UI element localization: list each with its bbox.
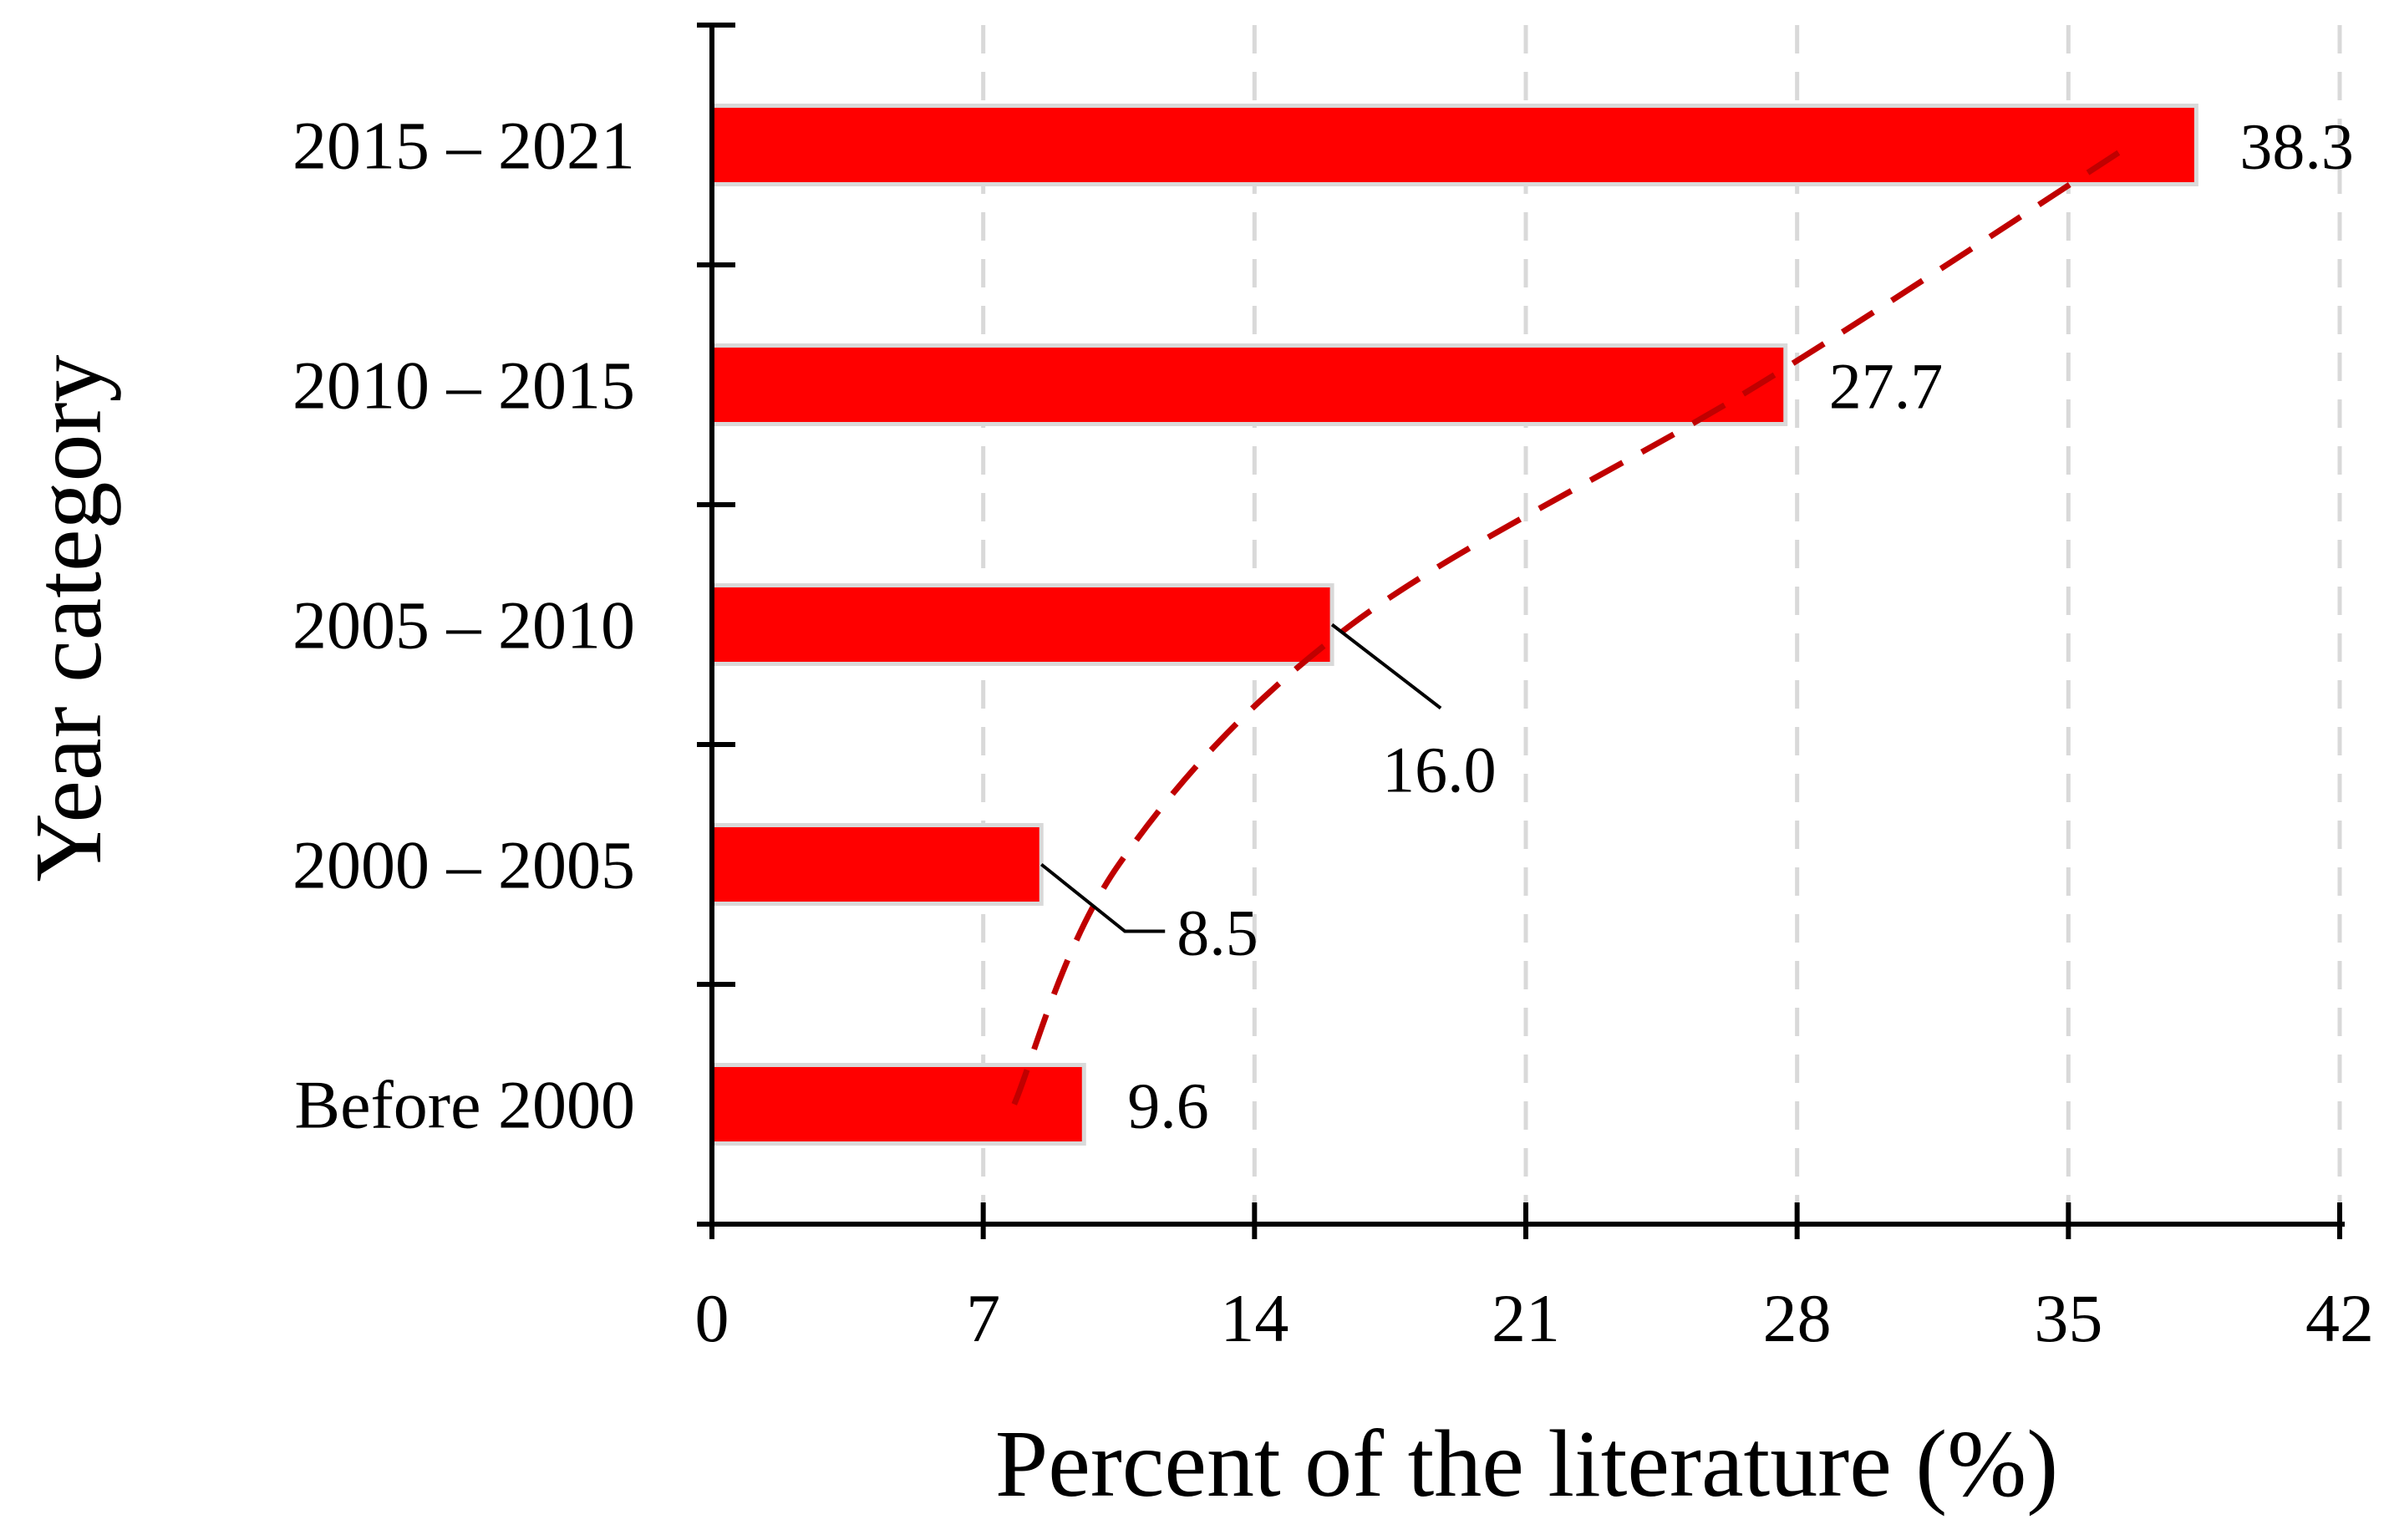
x-tick-label: 14: [1220, 1280, 1289, 1356]
data-label: 16.0: [1382, 734, 1497, 806]
y-tick-label: Before 2000: [294, 1067, 635, 1143]
y-tick-label: 2010 – 2015: [292, 348, 635, 424]
x-tick-label: 28: [1763, 1280, 1832, 1356]
bar: [709, 583, 1334, 666]
x-tick-label: 42: [2305, 1280, 2374, 1356]
data-label: 9.6: [1127, 1070, 1209, 1142]
labels-layer: 0 7 14 21 28 35 42 Before 2000 2000 – 2005 2005 –…: [292, 108, 2374, 1357]
axes-layer: [697, 23, 2345, 1239]
trendline-layer: [1011, 142, 2132, 1105]
trendline: [1011, 142, 2132, 1105]
grid-layer: [981, 25, 2342, 1224]
bar: [709, 823, 1044, 906]
data-label: 8.5: [1177, 897, 1258, 969]
y-tick-label: 2015 – 2021: [292, 108, 635, 184]
x-tick-label: 21: [1492, 1280, 1560, 1356]
data-label-leader: [1330, 623, 1442, 710]
y-tick-label: 2005 – 2010: [292, 587, 635, 663]
x-tick-label: 0: [695, 1280, 729, 1356]
data-label: 38.3: [2239, 110, 2354, 183]
data-label: 27.7: [1829, 350, 1944, 423]
x-tick-label: 35: [2034, 1280, 2102, 1356]
x-tick-label: 7: [966, 1280, 1000, 1356]
bar: [709, 1063, 1086, 1146]
y-axis-title: Year category: [15, 354, 121, 882]
data-label-leader: [1039, 862, 1166, 933]
x-axis-title: Percent of the literature (%): [995, 1410, 2058, 1517]
bars-layer: [709, 104, 2198, 1146]
bar: [709, 343, 1788, 426]
y-tick-label: 2000 – 2005: [292, 827, 635, 903]
bar: [709, 104, 2198, 186]
